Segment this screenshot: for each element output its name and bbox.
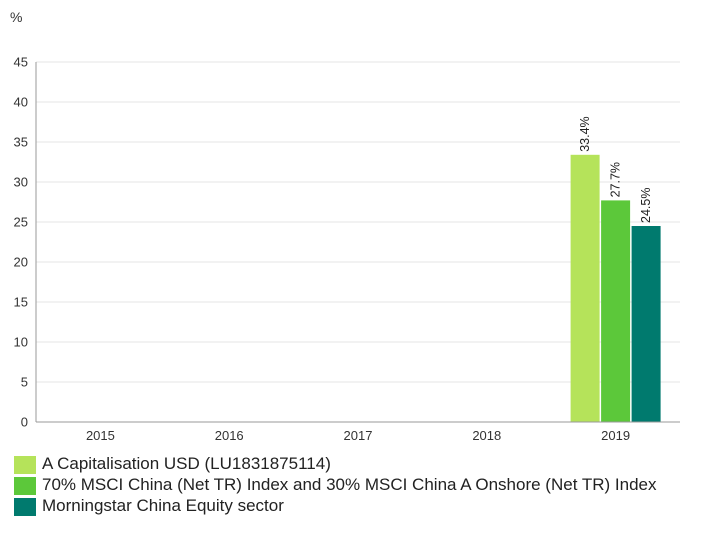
gridlines	[36, 61, 680, 383]
y-tick-label-15: 15	[14, 295, 28, 310]
y-tick-label-10: 10	[14, 335, 28, 350]
x-tick-label-2017: 2017	[344, 428, 373, 443]
y-tick-label-5: 5	[21, 375, 28, 390]
legend-item-index: 70% MSCI China (Net TR) Index and 30% MS…	[14, 475, 714, 495]
bar-2019-series-2	[601, 200, 631, 422]
x-tick-labels: 2015 2016 2017 2018 2019	[86, 428, 630, 443]
bars	[570, 154, 661, 423]
y-tick-label-30: 30	[14, 175, 28, 190]
bar-2019-series-1	[570, 154, 600, 423]
legend-label-index: 70% MSCI China (Net TR) Index and 30% MS…	[42, 475, 657, 494]
legend-item-sector: Morningstar China Equity sector	[14, 496, 714, 516]
legend-label-fund: A Capitalisation USD (LU1831875114)	[42, 454, 331, 473]
legend-swatch-fund	[14, 456, 36, 474]
data-labels: 33.4% 27.7% 24.5%	[578, 116, 653, 223]
y-tick-label-45: 45	[14, 55, 28, 70]
data-label-2019-series-3: 24.5%	[639, 188, 653, 223]
legend-label-sector: Morningstar China Equity sector	[42, 496, 284, 515]
y-tick-label-25: 25	[14, 215, 28, 230]
y-unit-label: %	[10, 9, 22, 25]
y-tick-label-35: 35	[14, 135, 28, 150]
legend-swatch-sector	[14, 498, 36, 516]
legend: A Capitalisation USD (LU1831875114) 70% …	[14, 454, 714, 519]
legend-item-fund: A Capitalisation USD (LU1831875114)	[14, 454, 714, 474]
y-tick-label-0: 0	[21, 415, 28, 430]
y-tick-label-20: 20	[14, 255, 28, 270]
x-tick-label-2016: 2016	[215, 428, 244, 443]
y-tick-label-40: 40	[14, 95, 28, 110]
data-label-2019-series-1: 33.4%	[578, 116, 592, 151]
y-tick-labels: 0 5 10 15 20 25 30 35 40 45	[14, 55, 28, 430]
x-tick-label-2018: 2018	[472, 428, 501, 443]
bar-2019-series-3	[631, 226, 661, 422]
legend-swatch-index	[14, 477, 36, 495]
x-tick-label-2015: 2015	[86, 428, 115, 443]
data-label-2019-series-2: 27.7%	[609, 162, 623, 197]
x-tick-label-2019: 2019	[601, 428, 630, 443]
